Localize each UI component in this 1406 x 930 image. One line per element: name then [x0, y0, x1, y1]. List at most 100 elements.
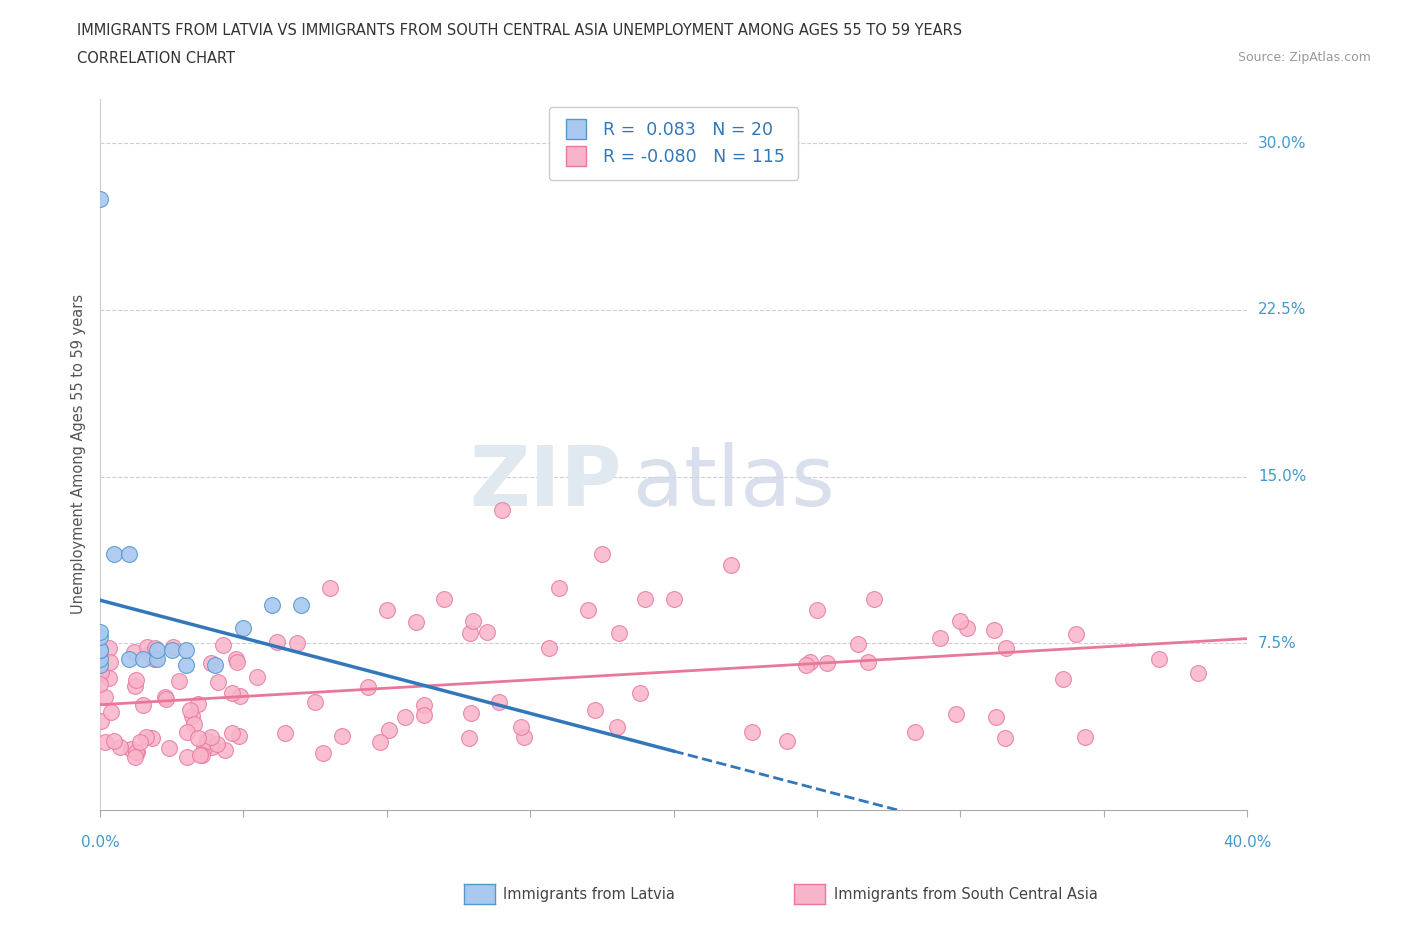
Text: 40.0%: 40.0%: [1223, 835, 1271, 850]
Point: [863, 591, 886, 606]
Point: [995, 640, 1018, 655]
Point: [162, 640, 184, 655]
Point: [226, 655, 249, 670]
Point: [122, 644, 145, 659]
Point: [118, 651, 141, 666]
Point: [221, 725, 243, 740]
Point: [124, 745, 146, 760]
Point: [124, 750, 146, 764]
Point: [368, 735, 391, 750]
Point: [634, 591, 657, 606]
Point: [904, 724, 927, 739]
Point: [413, 698, 436, 712]
Point: [741, 724, 763, 739]
Point: [142, 651, 165, 666]
Point: [120, 741, 142, 756]
Point: [1064, 627, 1087, 642]
Point: [357, 680, 380, 695]
Point: [945, 707, 967, 722]
Point: [815, 656, 838, 671]
Point: [607, 625, 630, 640]
Point: [135, 729, 157, 744]
Point: [100, 705, 122, 720]
Point: [124, 679, 146, 694]
Point: [90, 713, 112, 728]
Point: [201, 739, 224, 754]
Point: [458, 626, 481, 641]
Point: [806, 603, 828, 618]
Point: [200, 729, 222, 744]
Point: [461, 614, 484, 629]
Point: [93, 689, 115, 704]
Point: [188, 748, 211, 763]
Point: [799, 655, 821, 670]
Point: [205, 737, 228, 751]
Point: [983, 622, 1005, 637]
Text: 30.0%: 30.0%: [1258, 136, 1306, 151]
Point: [591, 547, 613, 562]
Text: ZIP: ZIP: [470, 443, 621, 524]
Point: [141, 730, 163, 745]
Point: [193, 740, 215, 755]
Point: [583, 702, 606, 717]
Text: 0.0%: 0.0%: [80, 835, 120, 850]
Text: 15.0%: 15.0%: [1258, 469, 1306, 484]
Point: [146, 651, 169, 666]
Point: [405, 615, 427, 630]
Point: [187, 731, 209, 746]
Point: [285, 636, 308, 651]
Text: 7.5%: 7.5%: [1258, 636, 1296, 651]
Point: [160, 643, 183, 658]
Point: [266, 634, 288, 649]
Point: [146, 643, 169, 658]
Point: [228, 688, 250, 703]
Point: [662, 591, 685, 606]
Point: [846, 636, 869, 651]
Point: [262, 598, 284, 613]
Point: [89, 629, 111, 644]
Text: Immigrants from Latvia: Immigrants from Latvia: [503, 887, 675, 902]
Point: [204, 658, 226, 673]
Point: [949, 614, 972, 629]
Point: [157, 740, 180, 755]
Point: [125, 745, 148, 760]
Point: [228, 729, 250, 744]
Point: [606, 720, 628, 735]
Point: [176, 724, 198, 739]
Point: [135, 640, 157, 655]
Point: [460, 706, 482, 721]
Text: atlas: atlas: [634, 443, 835, 524]
Point: [548, 580, 571, 595]
Point: [956, 621, 979, 636]
Point: [375, 603, 398, 618]
Point: [720, 558, 742, 573]
Point: [89, 651, 111, 666]
Point: [125, 672, 148, 687]
Point: [1073, 729, 1095, 744]
Y-axis label: Unemployment Among Ages 55 to 59 years: Unemployment Among Ages 55 to 59 years: [72, 294, 86, 615]
Point: [312, 746, 335, 761]
Point: [103, 733, 125, 748]
Point: [191, 747, 214, 762]
Point: [183, 716, 205, 731]
Point: [153, 690, 176, 705]
Legend: R =  0.083   N = 20, R = -0.080   N = 115: R = 0.083 N = 20, R = -0.080 N = 115: [548, 107, 799, 179]
Point: [491, 502, 513, 517]
Point: [509, 720, 531, 735]
Point: [394, 710, 416, 724]
Point: [108, 739, 131, 754]
Point: [128, 735, 150, 750]
Point: [538, 641, 561, 656]
Point: [477, 625, 499, 640]
Point: [378, 723, 401, 737]
Point: [98, 655, 121, 670]
Point: [195, 734, 218, 749]
Point: [776, 734, 799, 749]
Text: IMMIGRANTS FROM LATVIA VS IMMIGRANTS FROM SOUTH CENTRAL ASIA UNEMPLOYMENT AMONG : IMMIGRANTS FROM LATVIA VS IMMIGRANTS FRO…: [77, 23, 963, 38]
Point: [89, 192, 111, 206]
Point: [1147, 652, 1170, 667]
Point: [176, 750, 198, 764]
Point: [576, 603, 599, 618]
Point: [488, 695, 510, 710]
Point: [103, 547, 125, 562]
